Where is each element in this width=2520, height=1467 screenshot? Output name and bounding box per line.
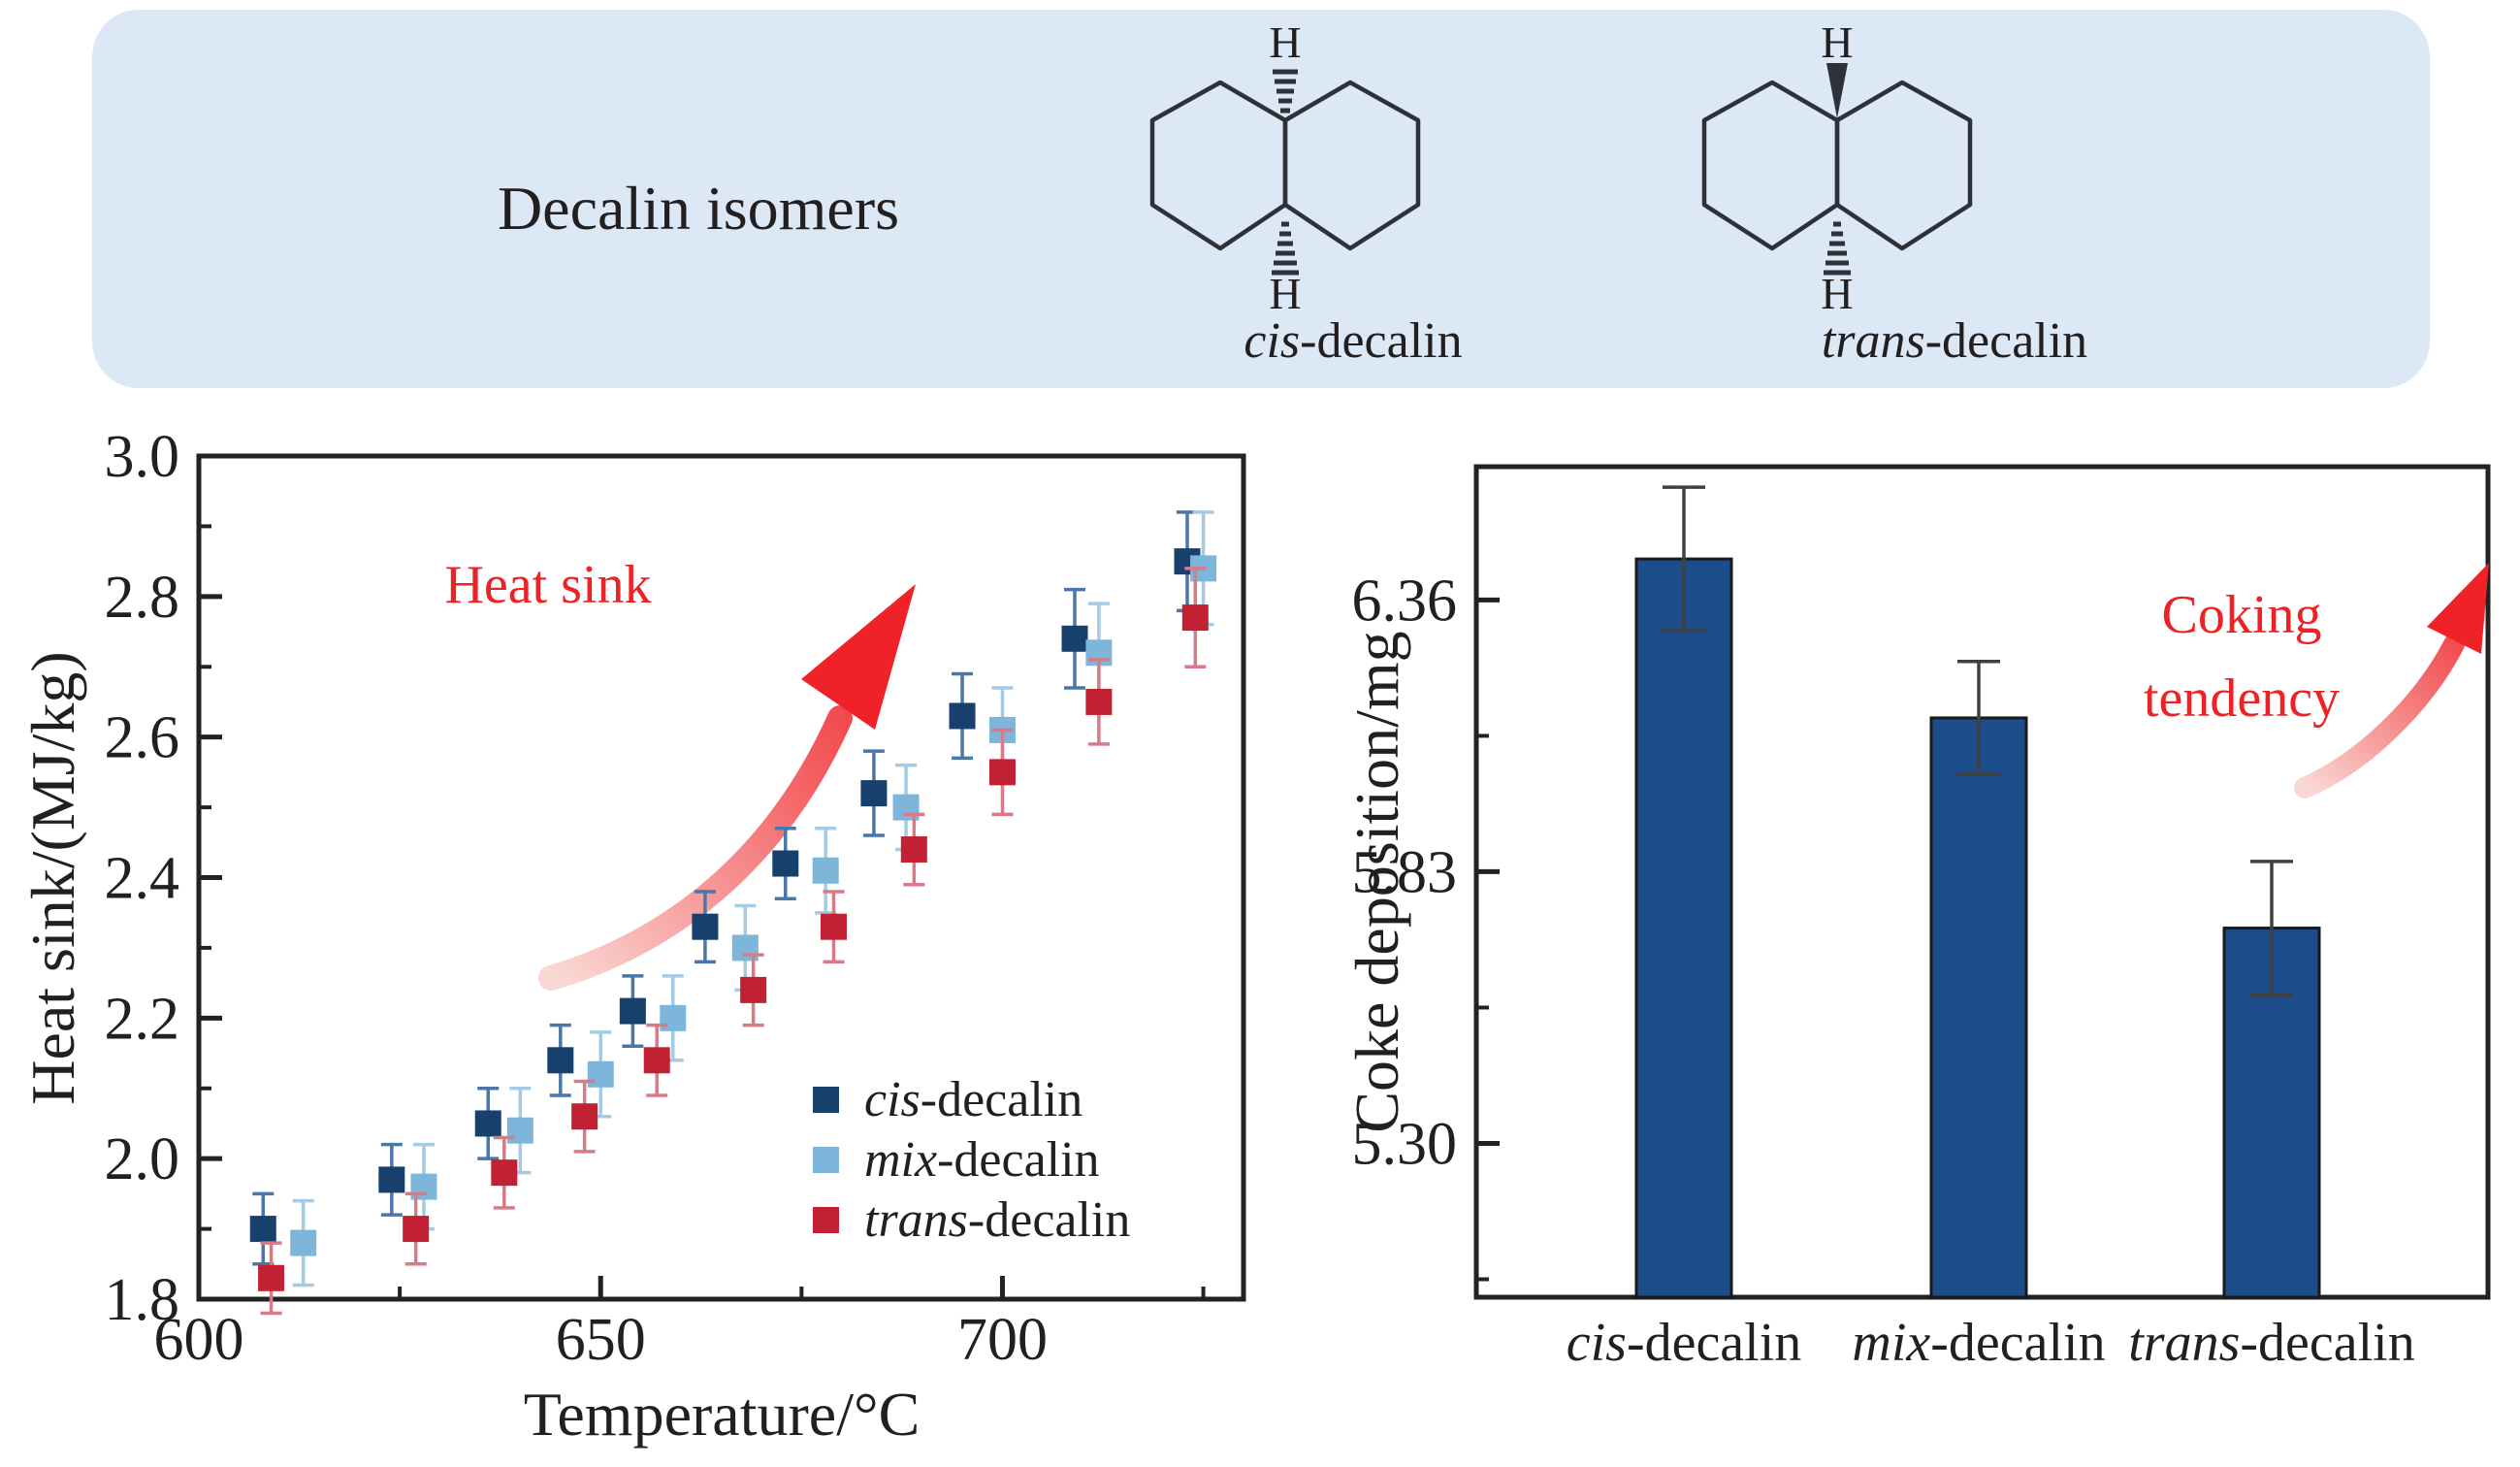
bar-category-cis: cis-decalin	[1566, 1313, 1802, 1373]
legend-item-cis: cis-decalin	[813, 1069, 1130, 1129]
svg-text:2.8: 2.8	[105, 565, 180, 631]
bar-category-trans: trans-decalin	[2128, 1313, 2415, 1373]
h-top-label: H	[1269, 17, 1301, 67]
legend-swatch-trans	[813, 1206, 839, 1233]
scatter-legend: cis-decalin mix-decalin trans-decalin	[813, 1069, 1130, 1250]
legend-label-trans: trans-decalin	[864, 1191, 1131, 1248]
bar-cis-decalin	[1634, 557, 1733, 1299]
cis-decalin-skeleton	[1149, 69, 1421, 276]
h-bottom-label: H	[1821, 269, 1853, 315]
svg-text:5.30: 5.30	[1352, 1111, 1458, 1177]
svg-text:2.4: 2.4	[105, 846, 180, 912]
left-chart-x-axis-label: Temperature/°C	[523, 1380, 921, 1449]
trans-caption-prefix: trans	[1821, 313, 1925, 369]
legend-item-trans: trans-decalin	[813, 1190, 1130, 1250]
svg-text:2.2: 2.2	[105, 986, 180, 1052]
h-bottom-label: H	[1269, 269, 1301, 315]
left-chart: 600 650 700 1.8 2.0 2.2 2.4 2.6 2.8 3.0	[105, 424, 1246, 1373]
trans-decalin-structure: HH	[1701, 17, 1973, 315]
svg-text:650: 650	[556, 1307, 646, 1373]
right-chart-y-axis-label: Coke deposition/mg	[1342, 631, 1411, 1133]
h-top-label: H	[1821, 17, 1853, 67]
svg-text:1.8: 1.8	[105, 1267, 180, 1333]
coking-tendency-arrow	[2294, 563, 2489, 799]
right-chart: 5.30 5.83 6.36	[1352, 464, 2491, 1300]
heat-sink-annotation: Heat sink	[444, 555, 652, 615]
trans-decalin-caption: trans-decalin	[1761, 312, 2148, 370]
cis-decalin-caption: cis-decalin	[1159, 312, 1547, 370]
bold-wedge-bond	[1826, 63, 1848, 118]
legend-item-mix: mix-decalin	[813, 1129, 1130, 1190]
left-chart-y-axis-label: Heat sink/(MJ/kg)	[18, 651, 87, 1105]
svg-text:6.36: 6.36	[1352, 568, 1458, 634]
legend-label-mix: mix-decalin	[864, 1131, 1100, 1188]
panel-title: Decalin isomers	[497, 174, 900, 243]
svg-text:3.0: 3.0	[105, 424, 180, 490]
cis-decalin-structure: HH	[1149, 17, 1421, 315]
legend-swatch-mix	[813, 1146, 839, 1173]
svg-text:5.83: 5.83	[1352, 839, 1458, 905]
bar-category-mix: mix-decalin	[1852, 1313, 2106, 1373]
decalin-isomers-panel: Decalin isomers cis-decalin trans-decali…	[92, 10, 2430, 388]
scatter-series-trans	[258, 567, 1209, 1316]
svg-text:600: 600	[154, 1307, 244, 1373]
heat-sink-arrow	[538, 584, 916, 991]
svg-text:2.6: 2.6	[105, 705, 180, 771]
scatter-series-cis	[249, 510, 1201, 1266]
legend-swatch-cis	[813, 1086, 839, 1113]
svg-text:2.0: 2.0	[105, 1126, 180, 1192]
bar-mix-decalin	[1929, 716, 2028, 1299]
cis-caption-prefix: cis	[1244, 313, 1301, 369]
cis-caption-suffix: -decalin	[1300, 313, 1463, 369]
legend-label-cis: cis-decalin	[864, 1071, 1083, 1127]
svg-text:700: 700	[957, 1307, 1048, 1373]
coking-tendency-annotation: Coking tendency	[2143, 585, 2341, 729]
trans-caption-suffix: -decalin	[1924, 313, 2088, 369]
trans-decalin-skeleton	[1701, 63, 1973, 276]
